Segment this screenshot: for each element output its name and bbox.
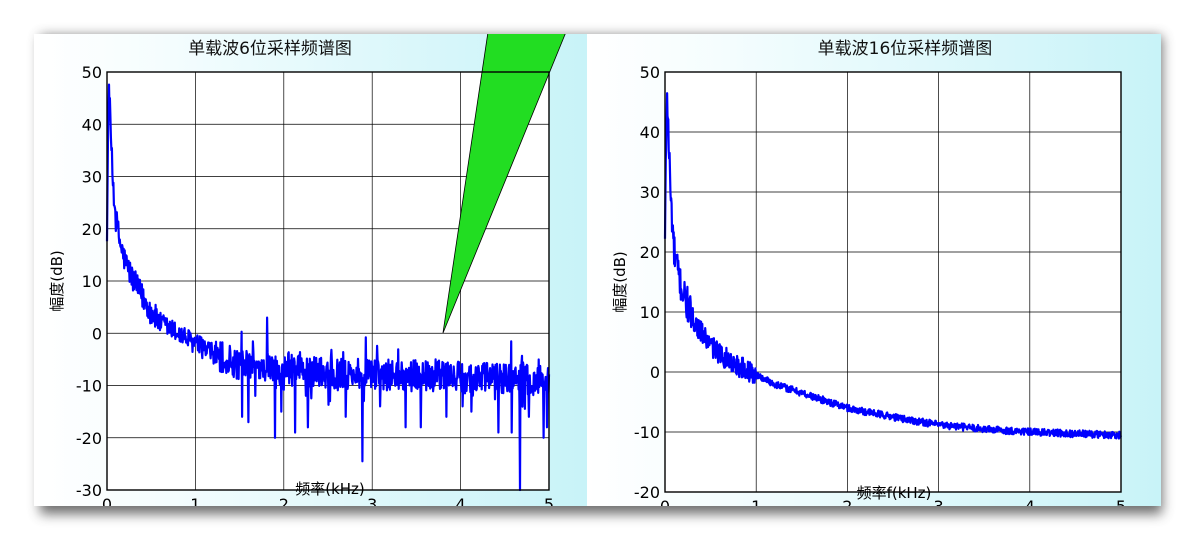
y-tick-label: 20 xyxy=(640,243,660,262)
x-axis-label: 频率(kHz) xyxy=(295,480,365,498)
y-tick-label: 40 xyxy=(640,123,660,142)
y-tick-label: 0 xyxy=(92,324,102,343)
x-tick-label: 4 xyxy=(456,495,466,506)
x-tick-label: 2 xyxy=(842,497,852,506)
x-tick-label: 5 xyxy=(1116,497,1126,506)
chart-panel-16bit: 0 1 2 3 4 5 50 40 30 20 10 0 -10 -20 单载波16位采样频谱图频率f(kH… xyxy=(587,34,1161,506)
y-tick-label: 40 xyxy=(82,115,102,134)
chart-panel-6bit: 0 1 2 3 4 5 50 40 30 20 10 0 -10 -20 -30 单载波6位采样频谱图频率(k… xyxy=(34,34,587,506)
y-tick-label: -10 xyxy=(634,423,660,442)
callout-wedge xyxy=(442,34,566,334)
x-axis-label: 频率f(kHz) xyxy=(857,484,932,502)
x-tick-label: 0 xyxy=(660,497,670,506)
x-tick-label: 2 xyxy=(279,495,289,506)
y-tick-label: 20 xyxy=(82,220,102,239)
spectrum-chart-6bit: 0 1 2 3 4 5 50 40 30 20 10 0 -10 -20 -30 单载波6位采样频谱图频率(k… xyxy=(48,34,566,506)
chart-title: 单载波6位采样频谱图 xyxy=(188,39,352,59)
series-line xyxy=(105,83,551,492)
chart-title: 单载波16位采样频谱图 xyxy=(818,39,993,59)
y-tick-label: 10 xyxy=(640,303,660,322)
y-tick-label: -20 xyxy=(76,429,102,448)
y-tick-label: -30 xyxy=(76,481,102,500)
y-tick-label: 30 xyxy=(640,183,660,202)
x-tick-label: 1 xyxy=(751,497,761,506)
y-tick-label: 50 xyxy=(640,63,660,82)
y-tick-label: -10 xyxy=(76,377,102,396)
y-tick-label: 50 xyxy=(82,63,102,82)
y-axis-label: 幅度(dB) xyxy=(48,250,66,312)
x-tick-label: 3 xyxy=(934,497,944,506)
x-tick-label: 1 xyxy=(190,495,200,506)
spectrum-chart-16bit: 0 1 2 3 4 5 50 40 30 20 10 0 -10 -20 单载波16位采样频谱图频率f(kH… xyxy=(611,39,1126,506)
y-tick-label: 30 xyxy=(82,168,102,187)
y-tick-label: 0 xyxy=(650,363,660,382)
plot-area xyxy=(665,72,1121,492)
y-axis-label: 幅度(dB) xyxy=(611,251,629,313)
x-tick-label: 0 xyxy=(102,495,112,506)
plot-frame xyxy=(664,71,1122,493)
x-tick-label: 4 xyxy=(1025,497,1035,506)
series-line xyxy=(663,92,1123,440)
plot-frame xyxy=(106,71,550,491)
y-tick-label: 10 xyxy=(82,272,102,291)
x-tick-label: 3 xyxy=(367,495,377,506)
x-tick-label: 5 xyxy=(544,495,554,506)
y-tick-label: -20 xyxy=(634,483,660,502)
